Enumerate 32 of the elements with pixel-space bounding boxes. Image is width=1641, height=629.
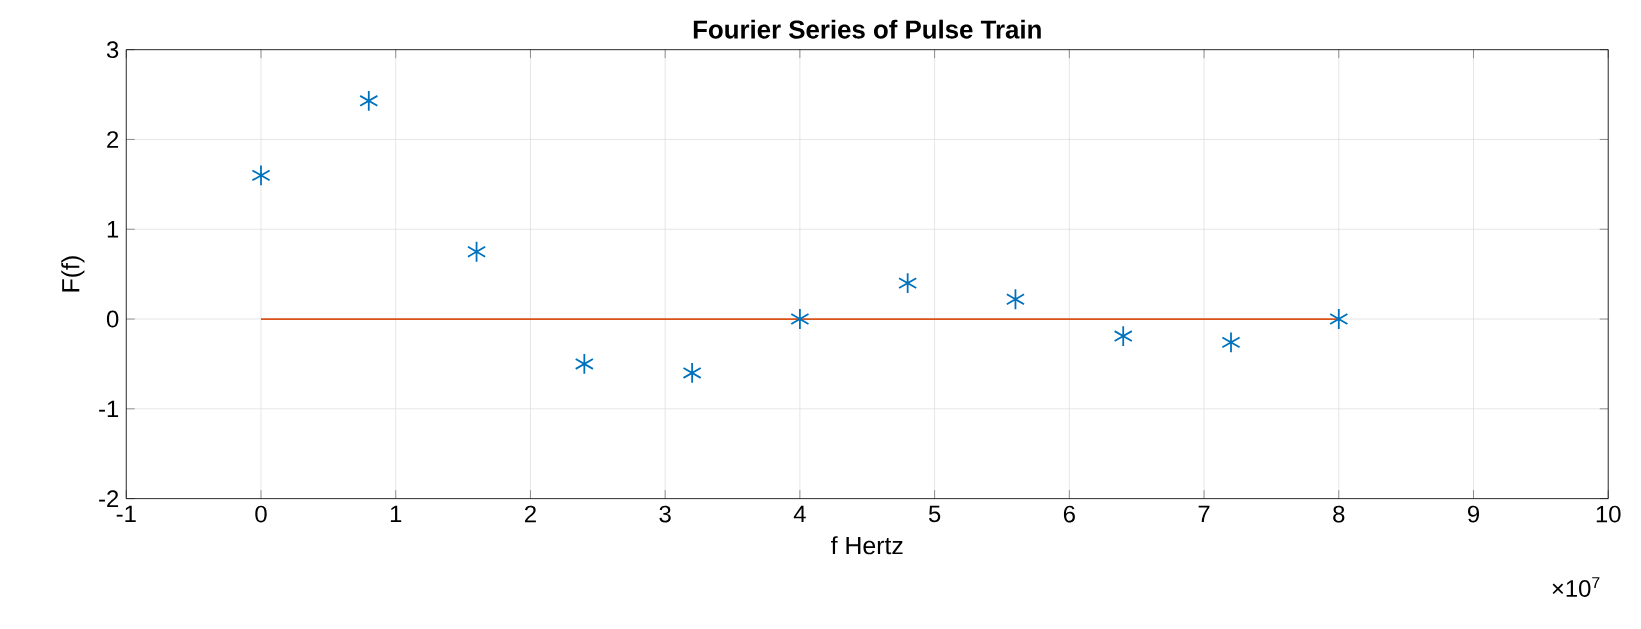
text: ×10$^{7}$	[1552, 577, 1600, 598]
y-tick-label: 1	[107, 221, 119, 238]
x-tick-label: 8	[1333, 505, 1345, 523]
point	[898, 272, 918, 295]
point	[467, 240, 487, 263]
x-tick-label: 6	[1063, 505, 1075, 523]
x-tick-label: 3	[659, 505, 671, 523]
point	[574, 353, 594, 375]
x-tick-label: 9	[1468, 505, 1479, 523]
x-tick-label: 1	[390, 505, 402, 523]
chart-title: Fourier Series of Pulse Train	[693, 19, 1041, 39]
y-tick-label: 3	[106, 41, 119, 59]
x-tick-label: 4	[793, 505, 806, 523]
x-tick-label: 0	[255, 505, 267, 523]
point	[1005, 288, 1025, 311]
x-axis-title: f Hertz	[831, 536, 903, 555]
point	[1329, 308, 1349, 330]
y-tick-label: -2	[99, 490, 119, 508]
point	[1113, 325, 1133, 348]
point	[682, 362, 702, 384]
y-axis-title: F(f)	[61, 256, 85, 292]
x-tick-label: 7	[1198, 505, 1210, 523]
x-tick-label: 10	[1596, 505, 1621, 523]
x-tick-label: 5	[928, 505, 941, 523]
y-tick-label: -1	[99, 400, 119, 418]
point	[251, 164, 271, 187]
x-tick-label: 2	[525, 505, 536, 523]
point	[359, 90, 379, 112]
point	[1221, 331, 1241, 354]
y-tick-label: 2	[107, 131, 119, 148]
y-tick-label: 0	[106, 310, 119, 328]
point	[790, 308, 810, 330]
